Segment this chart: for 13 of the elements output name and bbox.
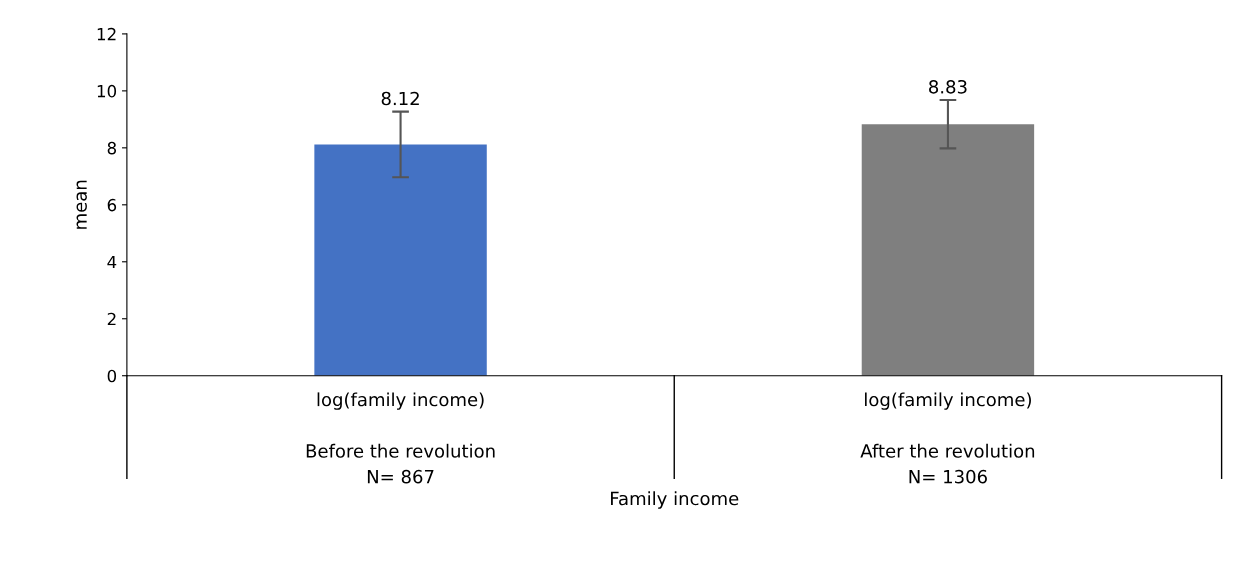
y-tick-label: 8 xyxy=(107,141,117,155)
y-tick-label: 4 xyxy=(107,255,117,269)
category-label: log(family income) After the revolution N= 1306 xyxy=(860,392,1035,484)
y-tick-label: 10 xyxy=(97,84,117,98)
y-tick-label: 12 xyxy=(97,27,116,41)
y-axis-title: mean xyxy=(76,180,87,229)
data-label: 8.83 xyxy=(929,79,967,94)
y-tick-label: 0 xyxy=(107,369,117,383)
text: Family income xyxy=(611,491,739,509)
y-tick-label: 2 xyxy=(107,312,116,326)
y-tick-label: 6 xyxy=(107,198,117,212)
category-label: log(family income) Before the revolution N= 867 xyxy=(306,392,495,484)
data-label: 8.12 xyxy=(381,91,419,106)
